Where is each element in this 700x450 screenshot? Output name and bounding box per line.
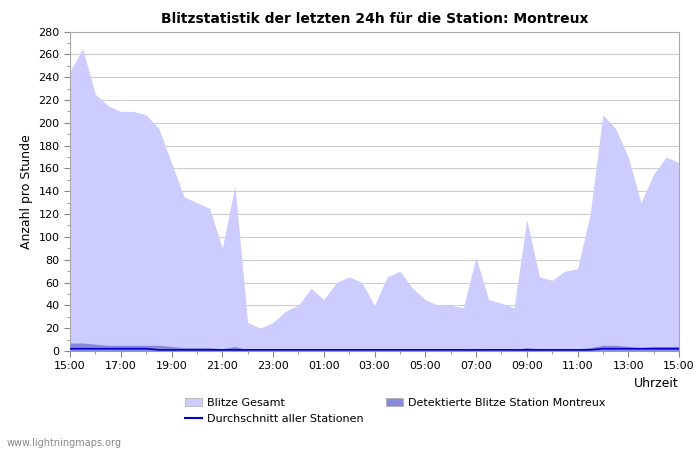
Y-axis label: Anzahl pro Stunde: Anzahl pro Stunde bbox=[20, 134, 33, 248]
Legend: Blitze Gesamt, Durchschnitt aller Stationen, Detektierte Blitze Station Montreux: Blitze Gesamt, Durchschnitt aller Statio… bbox=[186, 398, 606, 423]
Text: www.lightningmaps.org: www.lightningmaps.org bbox=[7, 438, 122, 448]
Text: Uhrzeit: Uhrzeit bbox=[634, 377, 679, 390]
Title: Blitzstatistik der letzten 24h für die Station: Montreux: Blitzstatistik der letzten 24h für die S… bbox=[161, 12, 588, 26]
